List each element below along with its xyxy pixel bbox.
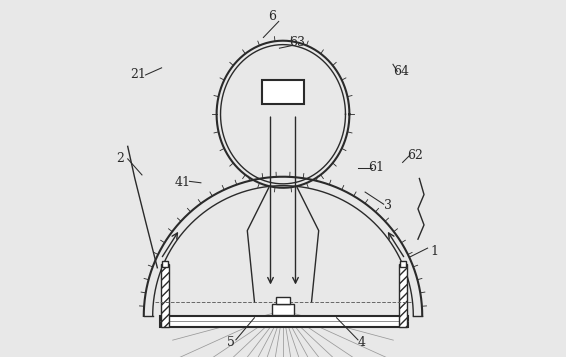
- Text: 2: 2: [117, 152, 125, 165]
- Text: 1: 1: [431, 245, 439, 258]
- Text: 5: 5: [228, 336, 235, 349]
- Bar: [160, 316, 408, 327]
- Text: 63: 63: [289, 36, 305, 49]
- Text: 64: 64: [393, 65, 409, 78]
- Text: 4: 4: [358, 336, 366, 349]
- Text: 61: 61: [368, 161, 384, 174]
- Text: 3: 3: [384, 199, 392, 212]
- Bar: [400, 261, 406, 267]
- Bar: [161, 264, 169, 327]
- Text: 21: 21: [131, 69, 147, 81]
- Bar: [272, 304, 294, 315]
- Bar: [263, 80, 303, 104]
- Bar: [276, 297, 290, 304]
- Text: 62: 62: [407, 149, 423, 162]
- Text: 6: 6: [268, 10, 276, 22]
- Bar: [162, 261, 168, 267]
- Bar: [399, 264, 407, 327]
- Text: 41: 41: [175, 176, 191, 188]
